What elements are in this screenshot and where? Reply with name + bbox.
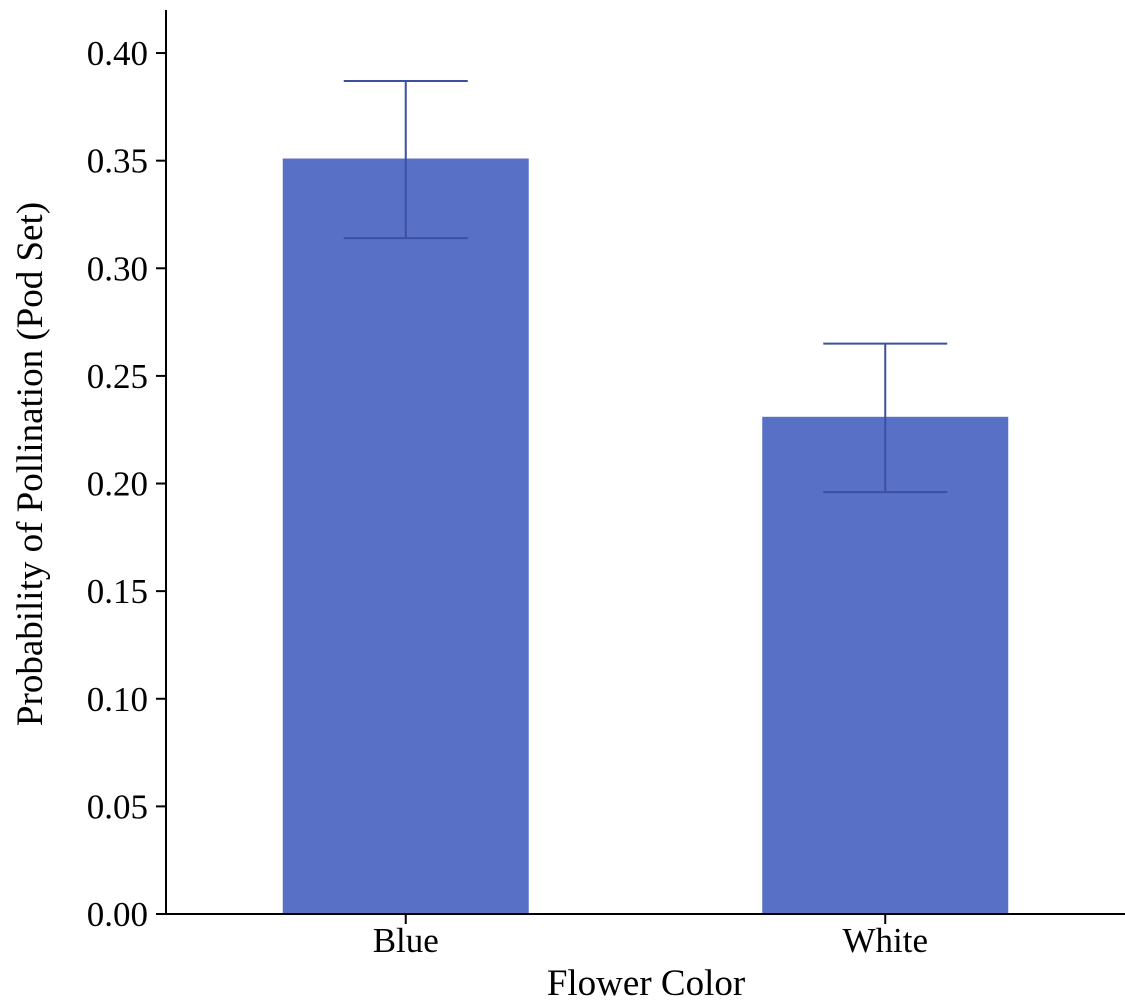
y-tick-label: 0.00 (87, 895, 148, 934)
y-tick-label: 0.35 (87, 142, 148, 181)
y-ticks-layer: 0.00 0.05 0.10 0.15 0.20 0.25 0.30 0.35 0.40 (87, 34, 166, 934)
error-bar-blue (343, 80, 468, 240)
y-tick-label: 0.20 (87, 465, 148, 504)
bar-blue (282, 158, 529, 914)
y-tick-label: 0.10 (87, 680, 148, 719)
y-tick-label: 0.15 (87, 572, 148, 611)
x-ticks-layer: Blue White (373, 914, 928, 960)
y-tick-label: 0.25 (87, 357, 148, 396)
x-axis-title: Flower Color (547, 963, 745, 1003)
x-tick-label: Blue (373, 921, 439, 960)
x-tick-label: White (842, 921, 928, 960)
y-axis-title: Probability of Pollination (Pod Set) (10, 202, 51, 726)
bar-white (762, 416, 1009, 914)
y-tick-label: 0.40 (87, 34, 148, 73)
error-bar-white (823, 342, 948, 494)
error-bars-layer (343, 80, 948, 494)
bars-layer (282, 158, 1009, 914)
y-tick-label: 0.05 (87, 787, 148, 826)
y-tick-label: 0.30 (87, 249, 148, 288)
